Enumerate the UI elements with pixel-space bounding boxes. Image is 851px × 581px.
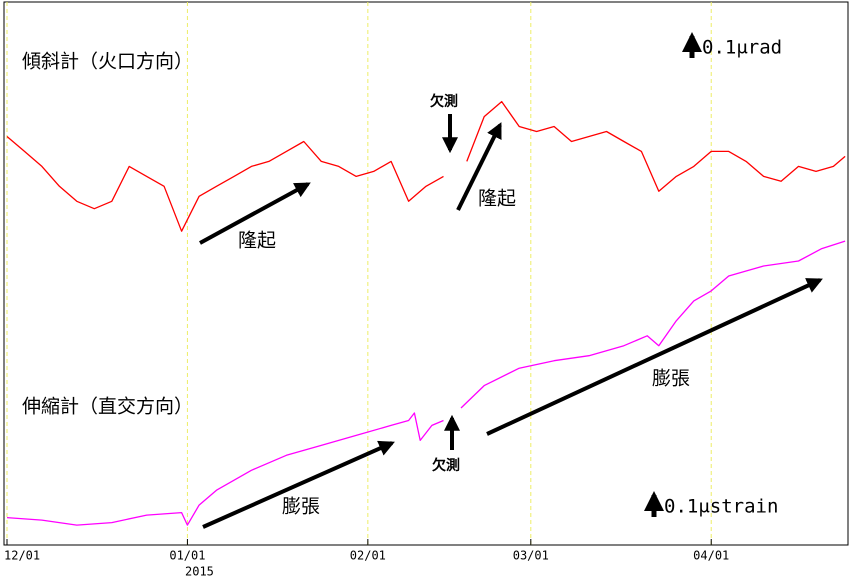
missing-label: 欠測	[432, 457, 460, 474]
x-tick-label: 02/01	[350, 549, 386, 563]
x-tick-label: 01/01	[169, 549, 205, 563]
x-tick-label: 12/01	[4, 549, 40, 563]
arrow	[486, 278, 823, 436]
x-tick-label: 04/01	[693, 549, 729, 563]
year-label: 2015	[185, 565, 214, 579]
uplift-label: 隆起	[238, 230, 276, 252]
uplift-label: 隆起	[478, 188, 516, 210]
arrow	[199, 182, 311, 245]
data-line	[6, 100, 846, 232]
strain-scale: 0.1μstrain	[664, 496, 778, 518]
tilt-scale: 0.1μrad	[702, 37, 782, 59]
x-tick-label: 03/01	[513, 549, 549, 563]
expansion-label: 膨張	[652, 368, 690, 390]
arrow	[202, 440, 395, 529]
expansion-label: 膨張	[282, 496, 320, 518]
missing-label: 欠測	[430, 93, 458, 110]
strain-label: 伸縮計（直交方向）	[22, 396, 193, 418]
data-line	[6, 240, 846, 526]
tilt-label: 傾斜計（火口方向）	[22, 51, 193, 73]
arrow	[456, 122, 502, 211]
plot-frame	[3, 1, 849, 546]
